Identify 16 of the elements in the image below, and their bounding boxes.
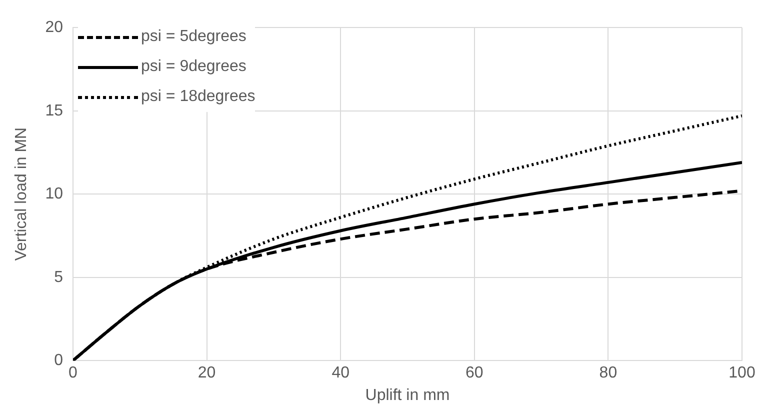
y-tick-label: 0 — [54, 352, 64, 370]
x-tick-label: 20 — [198, 364, 216, 382]
y-axis-title: Vertical load in MN — [13, 127, 30, 261]
y-tick-label: 20 — [45, 19, 64, 36]
x-tick-label: 80 — [599, 364, 618, 382]
legend-label: psi = 9degrees — [141, 58, 246, 76]
y-tick-label: 5 — [54, 268, 64, 286]
x-tick-label: 40 — [332, 364, 350, 382]
x-tick-label: 100 — [728, 364, 756, 382]
x-tick-label: 0 — [68, 364, 78, 382]
y-tick-label: 10 — [45, 186, 64, 203]
x-axis-title: Uplift in mm — [365, 386, 450, 404]
y-tick-label: 15 — [45, 102, 64, 120]
legend-label: psi = 18degrees — [141, 88, 256, 106]
x-tick-label: 60 — [466, 364, 484, 382]
legend-label: psi = 5degrees — [141, 28, 246, 46]
